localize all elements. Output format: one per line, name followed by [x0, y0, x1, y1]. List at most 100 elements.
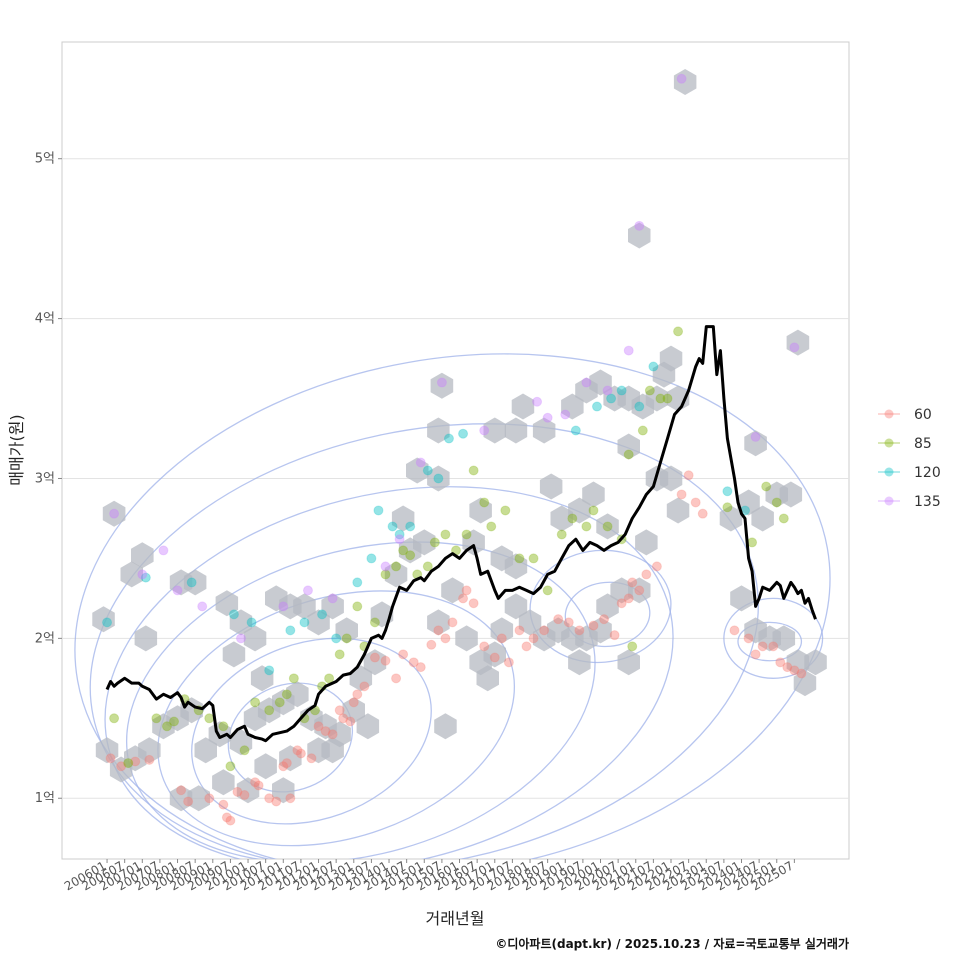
point-85	[250, 697, 261, 708]
point-60	[514, 625, 525, 636]
point-85	[461, 529, 472, 540]
legend-label-120: 120	[914, 465, 941, 481]
point-120	[422, 465, 433, 476]
point-120	[458, 428, 469, 439]
point-120	[102, 617, 113, 628]
point-60	[651, 561, 662, 572]
hexbin-cell	[92, 606, 115, 633]
hexbin-cell	[596, 513, 619, 540]
point-85	[288, 673, 299, 684]
point-60	[348, 697, 359, 708]
hexbin-cell	[95, 737, 119, 764]
hexbin-cell	[293, 593, 316, 620]
hexbin-cell	[427, 465, 450, 492]
point-60	[528, 633, 539, 644]
y-tick-label: 4억	[35, 312, 55, 327]
hexbin-cell	[363, 649, 387, 676]
point-60	[447, 617, 458, 628]
point-85	[169, 716, 180, 727]
point-85	[422, 561, 433, 572]
point-60	[232, 786, 243, 797]
point-120	[405, 521, 416, 532]
density-contour	[723, 597, 824, 679]
point-85	[627, 641, 638, 652]
point-85	[225, 761, 236, 772]
hexbin-cell	[229, 609, 253, 636]
hexbin-cell	[272, 777, 295, 804]
hexbin-cell	[212, 769, 235, 796]
caption: ©디아파트(dapt.kr) / 2025.10.23 / 자료=국토교통부 실…	[495, 936, 849, 951]
point-60	[676, 489, 687, 500]
density-contour	[191, 637, 432, 825]
point-85	[239, 745, 250, 756]
point-60	[313, 721, 324, 732]
point-60	[292, 745, 303, 756]
point-85	[500, 505, 511, 516]
point-120	[634, 401, 645, 412]
point-85	[637, 425, 648, 436]
point-120	[387, 521, 398, 532]
point-85	[369, 617, 380, 628]
y-axis-ticks: 1억 2억 3억 4억 5억	[35, 152, 62, 806]
point-85	[324, 673, 335, 684]
hexbin-cell	[504, 593, 528, 620]
point-60	[218, 799, 229, 810]
point-60	[440, 633, 451, 644]
point-60	[271, 796, 282, 807]
point-60	[503, 657, 514, 668]
hexbin-cell	[342, 697, 365, 724]
point-60	[391, 673, 402, 684]
hexbin-cell	[719, 505, 743, 532]
hexbin-cell	[183, 569, 207, 596]
point-60	[359, 681, 370, 692]
point-85	[334, 649, 345, 660]
hexbin-cell	[430, 372, 454, 399]
point-120	[606, 393, 617, 404]
hexbin-cell	[279, 745, 302, 772]
hexbin-cell	[427, 609, 450, 636]
hexbin-cell	[413, 529, 436, 556]
hexbin-cell	[628, 577, 651, 604]
hexbin-cell	[737, 489, 760, 516]
legend-key-point-120	[884, 467, 894, 477]
point-85	[778, 513, 789, 524]
point-60	[616, 598, 627, 609]
point-60	[683, 470, 694, 481]
point-135	[278, 601, 289, 612]
point-60	[264, 793, 275, 804]
point-60	[204, 793, 215, 804]
legend-key-point-85	[884, 438, 894, 448]
point-85	[644, 385, 655, 396]
point-60	[496, 633, 507, 644]
point-135	[634, 220, 645, 231]
point-60	[176, 785, 187, 796]
point-135	[789, 342, 800, 353]
legend-key-point-60	[884, 409, 894, 419]
hexbin-cell	[441, 577, 464, 604]
point-135	[750, 431, 761, 442]
point-85	[352, 601, 363, 612]
point-60	[380, 655, 391, 666]
point-85	[602, 521, 613, 532]
point-60	[334, 705, 345, 716]
point-60	[479, 641, 490, 652]
hexbin-cell	[539, 473, 563, 500]
y-tick-label: 3억	[35, 471, 55, 486]
hexbin-cell	[434, 713, 457, 740]
hexbin-cell	[744, 430, 767, 457]
point-135	[542, 412, 553, 423]
point-85	[440, 529, 451, 540]
point-60	[426, 639, 437, 650]
hexbin-cell	[628, 222, 651, 249]
point-60	[144, 754, 155, 765]
point-60	[327, 729, 338, 740]
point-85	[123, 758, 134, 769]
point-120	[264, 665, 275, 676]
point-120	[394, 529, 405, 540]
hexbin-cell	[483, 417, 506, 444]
point-60	[641, 569, 652, 580]
point-135	[137, 569, 148, 580]
point-60	[306, 753, 317, 764]
y-tick-label: 2억	[35, 631, 55, 646]
